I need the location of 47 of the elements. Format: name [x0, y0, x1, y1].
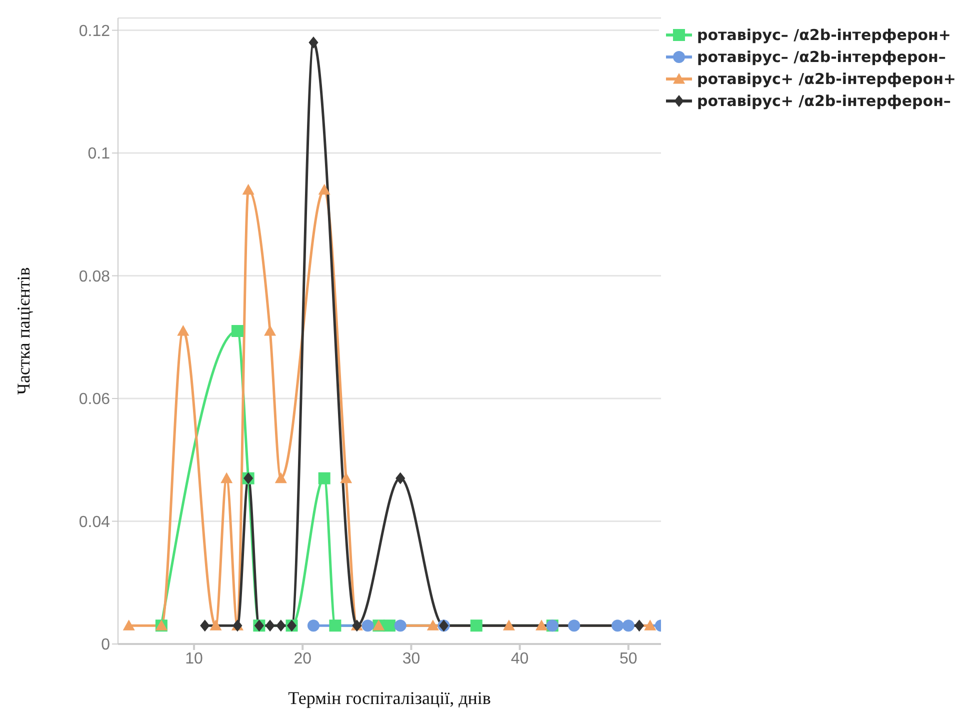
x-tick-label: 40 — [510, 650, 529, 668]
point — [276, 620, 286, 632]
y-axis-title: Частка пацієнтів — [13, 267, 34, 395]
point — [396, 472, 406, 484]
point — [383, 620, 396, 632]
point — [220, 472, 233, 484]
point — [122, 620, 135, 630]
point — [394, 620, 406, 632]
y-tick-label: 0.12 — [78, 22, 110, 40]
point — [426, 620, 439, 630]
point — [200, 620, 210, 632]
legend-label: ротавірус– /α2b-інтерферон+ — [696, 25, 951, 46]
x-axis-title: Термін госпіталізації, днів — [288, 688, 491, 708]
legend-label: ротавірус– /α2b-інтерферон– — [696, 47, 946, 68]
point — [231, 325, 244, 337]
point — [622, 620, 634, 632]
point — [318, 184, 330, 195]
x-tick-label: 50 — [620, 650, 638, 668]
point — [340, 472, 352, 484]
point — [536, 620, 548, 630]
point — [362, 620, 374, 632]
point — [318, 472, 330, 484]
point — [274, 472, 287, 484]
y-tick-label: 0.08 — [78, 268, 110, 286]
point — [329, 620, 342, 632]
y-tick-label: 0 — [101, 636, 110, 654]
point — [634, 620, 644, 632]
point — [568, 620, 580, 632]
legend-label: ротавірус+ /α2b-інтерферон+ — [696, 69, 956, 90]
point — [470, 620, 482, 632]
point — [307, 620, 320, 632]
point — [265, 620, 275, 632]
point — [308, 36, 318, 49]
x-tick-label: 30 — [402, 650, 420, 668]
y-tick-label: 0.06 — [78, 391, 110, 408]
point — [242, 184, 254, 195]
point — [612, 620, 624, 632]
point — [177, 325, 190, 336]
legend-label: ротавірус+ /α2b-інтерферон– — [696, 91, 951, 112]
y-tick-label: 0.04 — [78, 514, 110, 531]
point — [502, 620, 515, 630]
point — [210, 620, 222, 630]
x-tick-label: 20 — [294, 650, 312, 668]
point — [264, 325, 276, 336]
y-tick-label: 0.1 — [88, 146, 110, 163]
x-tick-label: 10 — [185, 650, 204, 668]
point — [644, 620, 656, 630]
